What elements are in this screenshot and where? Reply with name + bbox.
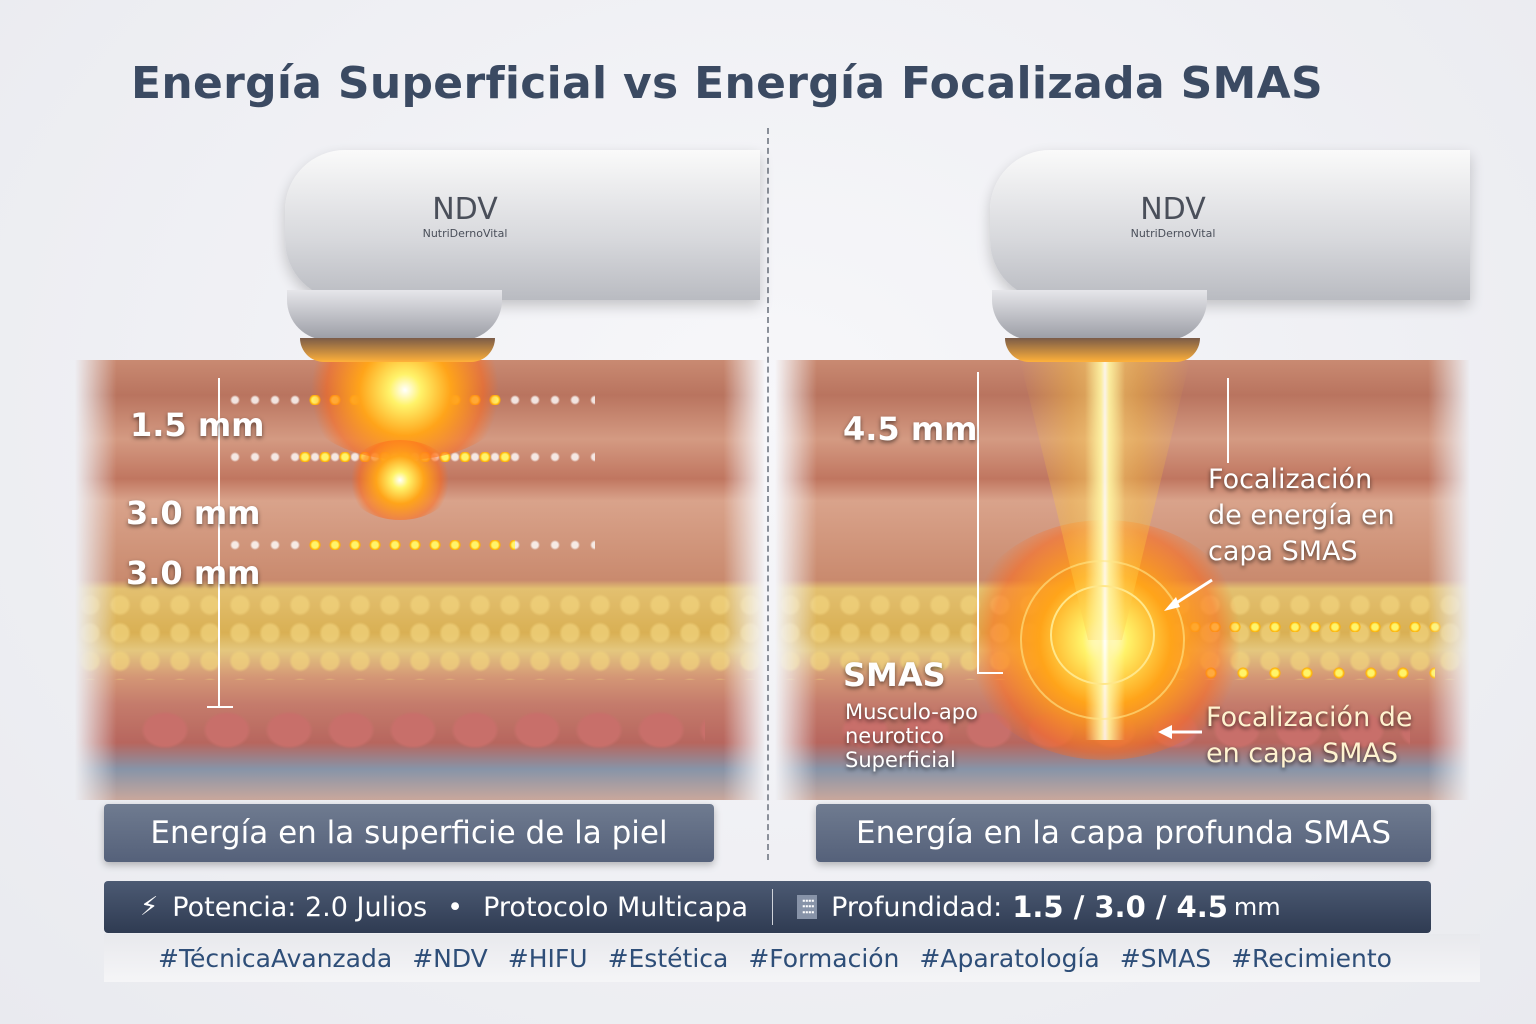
divider bbox=[767, 128, 769, 860]
skin-cross-section-left bbox=[75, 360, 765, 800]
depth-unit: mm bbox=[1233, 893, 1281, 921]
note-line: capa SMAS bbox=[1208, 536, 1358, 567]
scale-tick bbox=[977, 672, 1003, 674]
smas-desc-line: Musculo-apo bbox=[845, 700, 978, 724]
depth-label: Profundidad: bbox=[831, 891, 1003, 923]
hashtag[interactable]: #Recimiento bbox=[1231, 943, 1392, 973]
brand-name: NDV bbox=[1140, 192, 1206, 227]
handpiece-head bbox=[992, 290, 1207, 340]
depth-label: 4.5 mm bbox=[843, 410, 978, 448]
depth-scale bbox=[977, 372, 979, 674]
note-line: de energía en bbox=[1208, 500, 1395, 531]
energy-dots-deep bbox=[1195, 665, 1435, 681]
brand-name: NDV bbox=[432, 192, 498, 227]
note-line: Focalización de bbox=[1206, 702, 1413, 733]
note-top: Focalización de energía en capa SMAS bbox=[1208, 462, 1395, 570]
transducer-lens bbox=[300, 338, 495, 362]
hashtag[interactable]: #Aparatología bbox=[919, 943, 1100, 973]
energy-dots-smas bbox=[1185, 622, 1445, 632]
scale-tick bbox=[207, 706, 233, 708]
smas-description: Musculo-apo neurotico Superficial bbox=[845, 700, 978, 772]
handpiece-head bbox=[287, 290, 502, 340]
caption-right: Energía en la capa profunda SMAS bbox=[816, 804, 1431, 862]
brand-logo: NDV NutriDernoVital bbox=[1108, 192, 1238, 240]
note-bottom: Focalización de en capa SMAS bbox=[1206, 700, 1413, 772]
smas-label: SMAS bbox=[843, 656, 946, 694]
hashtag[interactable]: #NDV bbox=[412, 943, 488, 973]
hashtag[interactable]: #SMAS bbox=[1119, 943, 1212, 973]
info-bar: ⚡ Potencia: 2.0 Julios • Protocolo Multi… bbox=[104, 881, 1431, 933]
arrow-head bbox=[1158, 725, 1172, 739]
separator bbox=[772, 889, 774, 925]
protocol-text: Protocolo Multicapa bbox=[483, 891, 749, 923]
handpiece-right bbox=[990, 150, 1470, 300]
depth-label: 1.5 mm bbox=[130, 406, 265, 444]
brand-sub: NutriDernoVital bbox=[1130, 227, 1216, 240]
muscle-layer bbox=[135, 705, 705, 755]
arrow-head bbox=[1164, 597, 1180, 611]
depth-label: 3.0 mm bbox=[126, 494, 261, 532]
energy-dots-3 bbox=[305, 540, 515, 550]
hashtag-bar: #TécnicaAvanzada #NDV #HIFU #Estética #F… bbox=[104, 934, 1480, 982]
focus-glow bbox=[345, 440, 455, 520]
brand-sub: NutriDernoVital bbox=[422, 227, 508, 240]
note-line: Focalización bbox=[1208, 464, 1373, 495]
note-line: en capa SMAS bbox=[1206, 738, 1399, 769]
transducer-lens bbox=[1005, 338, 1200, 362]
caption-left: Energía en la superficie de la piel bbox=[104, 804, 714, 862]
smas-desc-line: Superficial bbox=[845, 748, 956, 772]
hashtag[interactable]: #TécnicaAvanzada bbox=[158, 943, 393, 973]
fat-layer bbox=[75, 590, 765, 680]
arrow-icons bbox=[1158, 578, 1213, 739]
handpiece-left bbox=[285, 150, 760, 300]
depth-label: 3.0 mm bbox=[126, 554, 261, 592]
bullet: • bbox=[447, 891, 464, 923]
power-text: Potencia: 2.0 Julios bbox=[172, 891, 428, 923]
lightning-icon: ⚡ bbox=[140, 892, 159, 922]
hashtag[interactable]: #HIFU bbox=[507, 943, 588, 973]
depth-scale bbox=[218, 378, 220, 708]
depth-value: 1.5 / 3.0 / 4.5 bbox=[1012, 890, 1228, 924]
depth-levels-icon: ⫶⫶⫶⫶ bbox=[797, 895, 818, 919]
focus-ring-outer bbox=[1020, 560, 1185, 720]
hashtag[interactable]: #Formación bbox=[748, 943, 900, 973]
page-title: Energía Superficial vs Energía Focalizad… bbox=[130, 58, 1323, 109]
brand-logo: NDV NutriDernoVital bbox=[400, 192, 530, 240]
smas-desc-line: neurotico bbox=[845, 724, 945, 748]
hashtag[interactable]: #Estética bbox=[607, 943, 729, 973]
pointer-line bbox=[1227, 378, 1229, 463]
